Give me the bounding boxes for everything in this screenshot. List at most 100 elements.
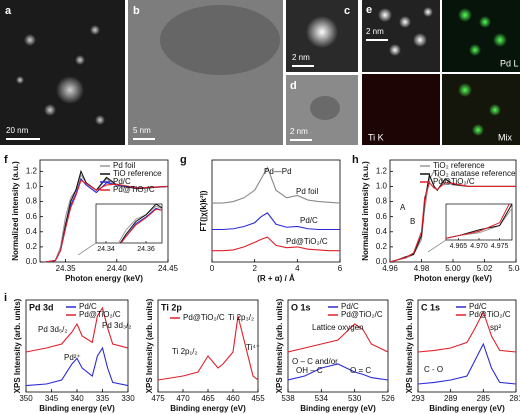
x-tick-label: 460 (226, 394, 240, 403)
x-tick-label: 281 (509, 394, 520, 403)
legend-label: Pd@TiO₂/C (183, 313, 225, 322)
legend-label: Pd@TiO₂/C (469, 310, 511, 319)
annotation: Ti⁴⁺ (246, 343, 260, 352)
plot-frame (211, 159, 341, 263)
inset-tick-label: 24.36 (137, 246, 155, 253)
legend-label: TiO₂ reference (433, 161, 485, 170)
panel-label: i (4, 292, 7, 304)
inset-frame (445, 203, 513, 241)
legend-label: Pd@TiO₂/C (341, 310, 383, 319)
x-tick-label: 345 (45, 394, 59, 403)
channel-label: Mix (498, 132, 512, 142)
x-tick-label: 340 (70, 394, 84, 403)
annotation: A (400, 203, 406, 212)
legend-label: Pd foil (113, 161, 135, 170)
channel-label: Ti K (368, 132, 384, 142)
x-tick-label: 475 (151, 394, 165, 403)
x-tick-label: 330 (121, 394, 135, 403)
x-tick-label: 293 (411, 394, 425, 403)
legend-label: Pd/C (341, 302, 359, 311)
y-tick-label: 0.4 (26, 227, 38, 236)
annotation: Pd²⁺ (64, 353, 81, 362)
annotation: Pd 3d₅/₂ (38, 325, 67, 334)
scale-label: 2 nm (290, 127, 308, 136)
x-tick-label: 534 (315, 394, 329, 403)
texture (160, 5, 280, 75)
plot-frame (39, 159, 169, 263)
inset-line (117, 205, 162, 243)
scale-label: 20 nm (6, 126, 29, 135)
x-axis-label: (R + α) / Å (257, 274, 295, 283)
map-ti (362, 74, 440, 145)
chart-title: O 1s (291, 302, 311, 312)
particles (458, 83, 501, 136)
series-line (390, 181, 516, 262)
annotation: C - O (424, 365, 443, 374)
x-tick-label: 526 (381, 394, 395, 403)
x-tick-label: 530 (348, 394, 362, 403)
chart-title: Pd 3d (29, 302, 54, 312)
y-tick-label: 0.0 (26, 257, 38, 266)
panel-label: c (344, 5, 350, 17)
series-line (26, 346, 128, 387)
x-tick-label: 5.02 (477, 264, 493, 273)
x-tick-label: 24.45 (158, 264, 179, 273)
series-line (158, 315, 258, 381)
x-axis-label: Photon energy (keV) (65, 274, 143, 283)
annotation: OH – C (296, 366, 323, 375)
annotation: Pd 3d₃/₂ (102, 321, 132, 330)
x-tick-label: 2 (252, 264, 257, 273)
inset-pointer (427, 239, 447, 253)
x-axis-label: Binding energy (eV) (429, 404, 505, 413)
inset-tick-label: 4.970 (470, 243, 488, 250)
series-line (288, 323, 388, 353)
panel-label: h (352, 154, 359, 166)
legend-label: TiO₂ anatase reference (433, 169, 516, 178)
y-tick-label: 0.2 (376, 242, 388, 251)
x-tick-label: 455 (251, 394, 265, 403)
legend-label: Pd@TiO₂/C (79, 310, 121, 319)
particle (306, 16, 338, 48)
panel-label: g (180, 154, 187, 166)
map-pd (442, 0, 520, 72)
annotation: Lattice oxygen (312, 323, 364, 332)
image-a (0, 0, 125, 145)
x-tick-label: 4.96 (382, 264, 398, 273)
x-tick-label: 4.98 (414, 264, 430, 273)
y-tick-label: 1.2 (26, 166, 38, 175)
x-axis-label: Binding energy (eV) (39, 404, 115, 413)
scale-label: 2 nm (292, 53, 310, 62)
y-tick-label: 0.6 (26, 212, 38, 221)
x-tick-label: 289 (444, 394, 458, 403)
legend-label: Pd/C (469, 302, 487, 311)
y-axis-label: XPS Intensity (arb. units) (13, 298, 22, 393)
y-tick-label: 0.0 (376, 257, 388, 266)
inset-tick-label: 24.34 (97, 246, 115, 253)
x-tick-label: 350 (19, 394, 33, 403)
x-tick-label: 6 (338, 264, 343, 273)
series-label: Pd/C (300, 216, 318, 225)
annotation: B (410, 217, 415, 226)
y-tick-label: 0.2 (26, 242, 38, 251)
legend-label: Pd/C (79, 302, 97, 311)
legend-label: TiO reference (113, 169, 162, 178)
series-line (418, 342, 516, 385)
series-line (212, 236, 340, 252)
series-line (45, 179, 168, 262)
panel-label: b (133, 5, 140, 17)
series-line (288, 363, 388, 381)
inset-tick-label: 4.975 (491, 243, 509, 250)
panel-label: f (4, 154, 8, 166)
x-axis-label: Photon energy (keV) (414, 274, 492, 283)
y-axis-label: XPS Intensity (arb. units) (275, 298, 284, 393)
y-axis-label: XPS Intensity (arb. units) (145, 298, 154, 393)
y-tick-label: 0.8 (376, 197, 388, 206)
x-tick-label: 5.00 (445, 264, 461, 273)
annotation: Ti 2p₁/₂ (172, 347, 198, 356)
x-axis-label: Binding energy (eV) (170, 404, 246, 413)
plot-frame (417, 299, 517, 393)
x-tick-label: 470 (176, 394, 190, 403)
inset-line (446, 204, 510, 239)
particles (16, 25, 105, 125)
